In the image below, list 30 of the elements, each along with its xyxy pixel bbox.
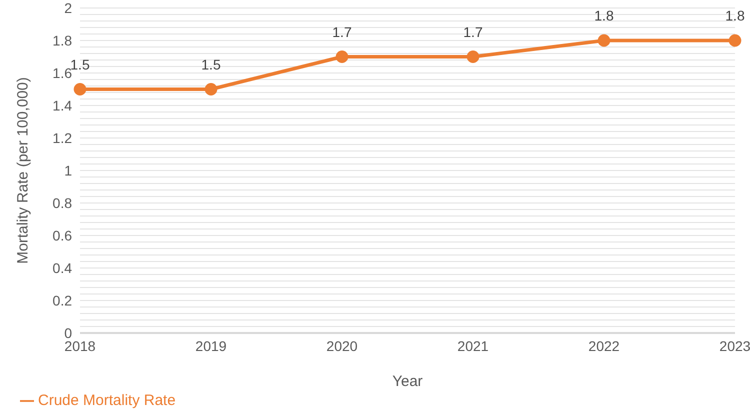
x-tick-label: 2021 bbox=[457, 338, 489, 354]
y-tick-label: 2 bbox=[64, 0, 72, 16]
y-tick-label: 1.2 bbox=[52, 130, 72, 146]
y-tick-label: 1 bbox=[64, 162, 72, 178]
y-tick-label: 0.8 bbox=[52, 194, 72, 211]
point bbox=[466, 50, 480, 63]
data-label: 1.5 bbox=[201, 56, 221, 72]
x-axis-title: Year bbox=[392, 373, 423, 390]
y-axis-title: Mortality Rate (per 100,000) bbox=[14, 77, 32, 264]
x-tick-label: 2019 bbox=[195, 338, 227, 354]
data-label: 1.5 bbox=[70, 56, 90, 72]
point bbox=[598, 34, 610, 47]
x-tick-label: 2023 bbox=[719, 338, 750, 354]
point bbox=[74, 83, 86, 96]
point bbox=[204, 83, 218, 96]
y-tick-label: 1.4 bbox=[52, 97, 72, 114]
data-label: 1.7 bbox=[332, 24, 352, 40]
point bbox=[336, 50, 348, 63]
x-tick-label: 2022 bbox=[588, 338, 620, 354]
data-label: 1.8 bbox=[725, 8, 745, 24]
x-tick-label: 2020 bbox=[326, 338, 358, 354]
legend-label: Crude Mortality Rate bbox=[38, 392, 176, 409]
y-tick-label: 0.6 bbox=[52, 227, 72, 244]
data-label: 1.8 bbox=[594, 8, 614, 24]
point bbox=[728, 34, 742, 47]
y-tick-label: 0.2 bbox=[52, 292, 72, 308]
y-tick-label: 1.8 bbox=[52, 32, 72, 48]
y-tick-label: 1.6 bbox=[52, 64, 72, 81]
data-label: 1.7 bbox=[463, 24, 483, 40]
y-tick-label: 0.4 bbox=[52, 260, 72, 276]
